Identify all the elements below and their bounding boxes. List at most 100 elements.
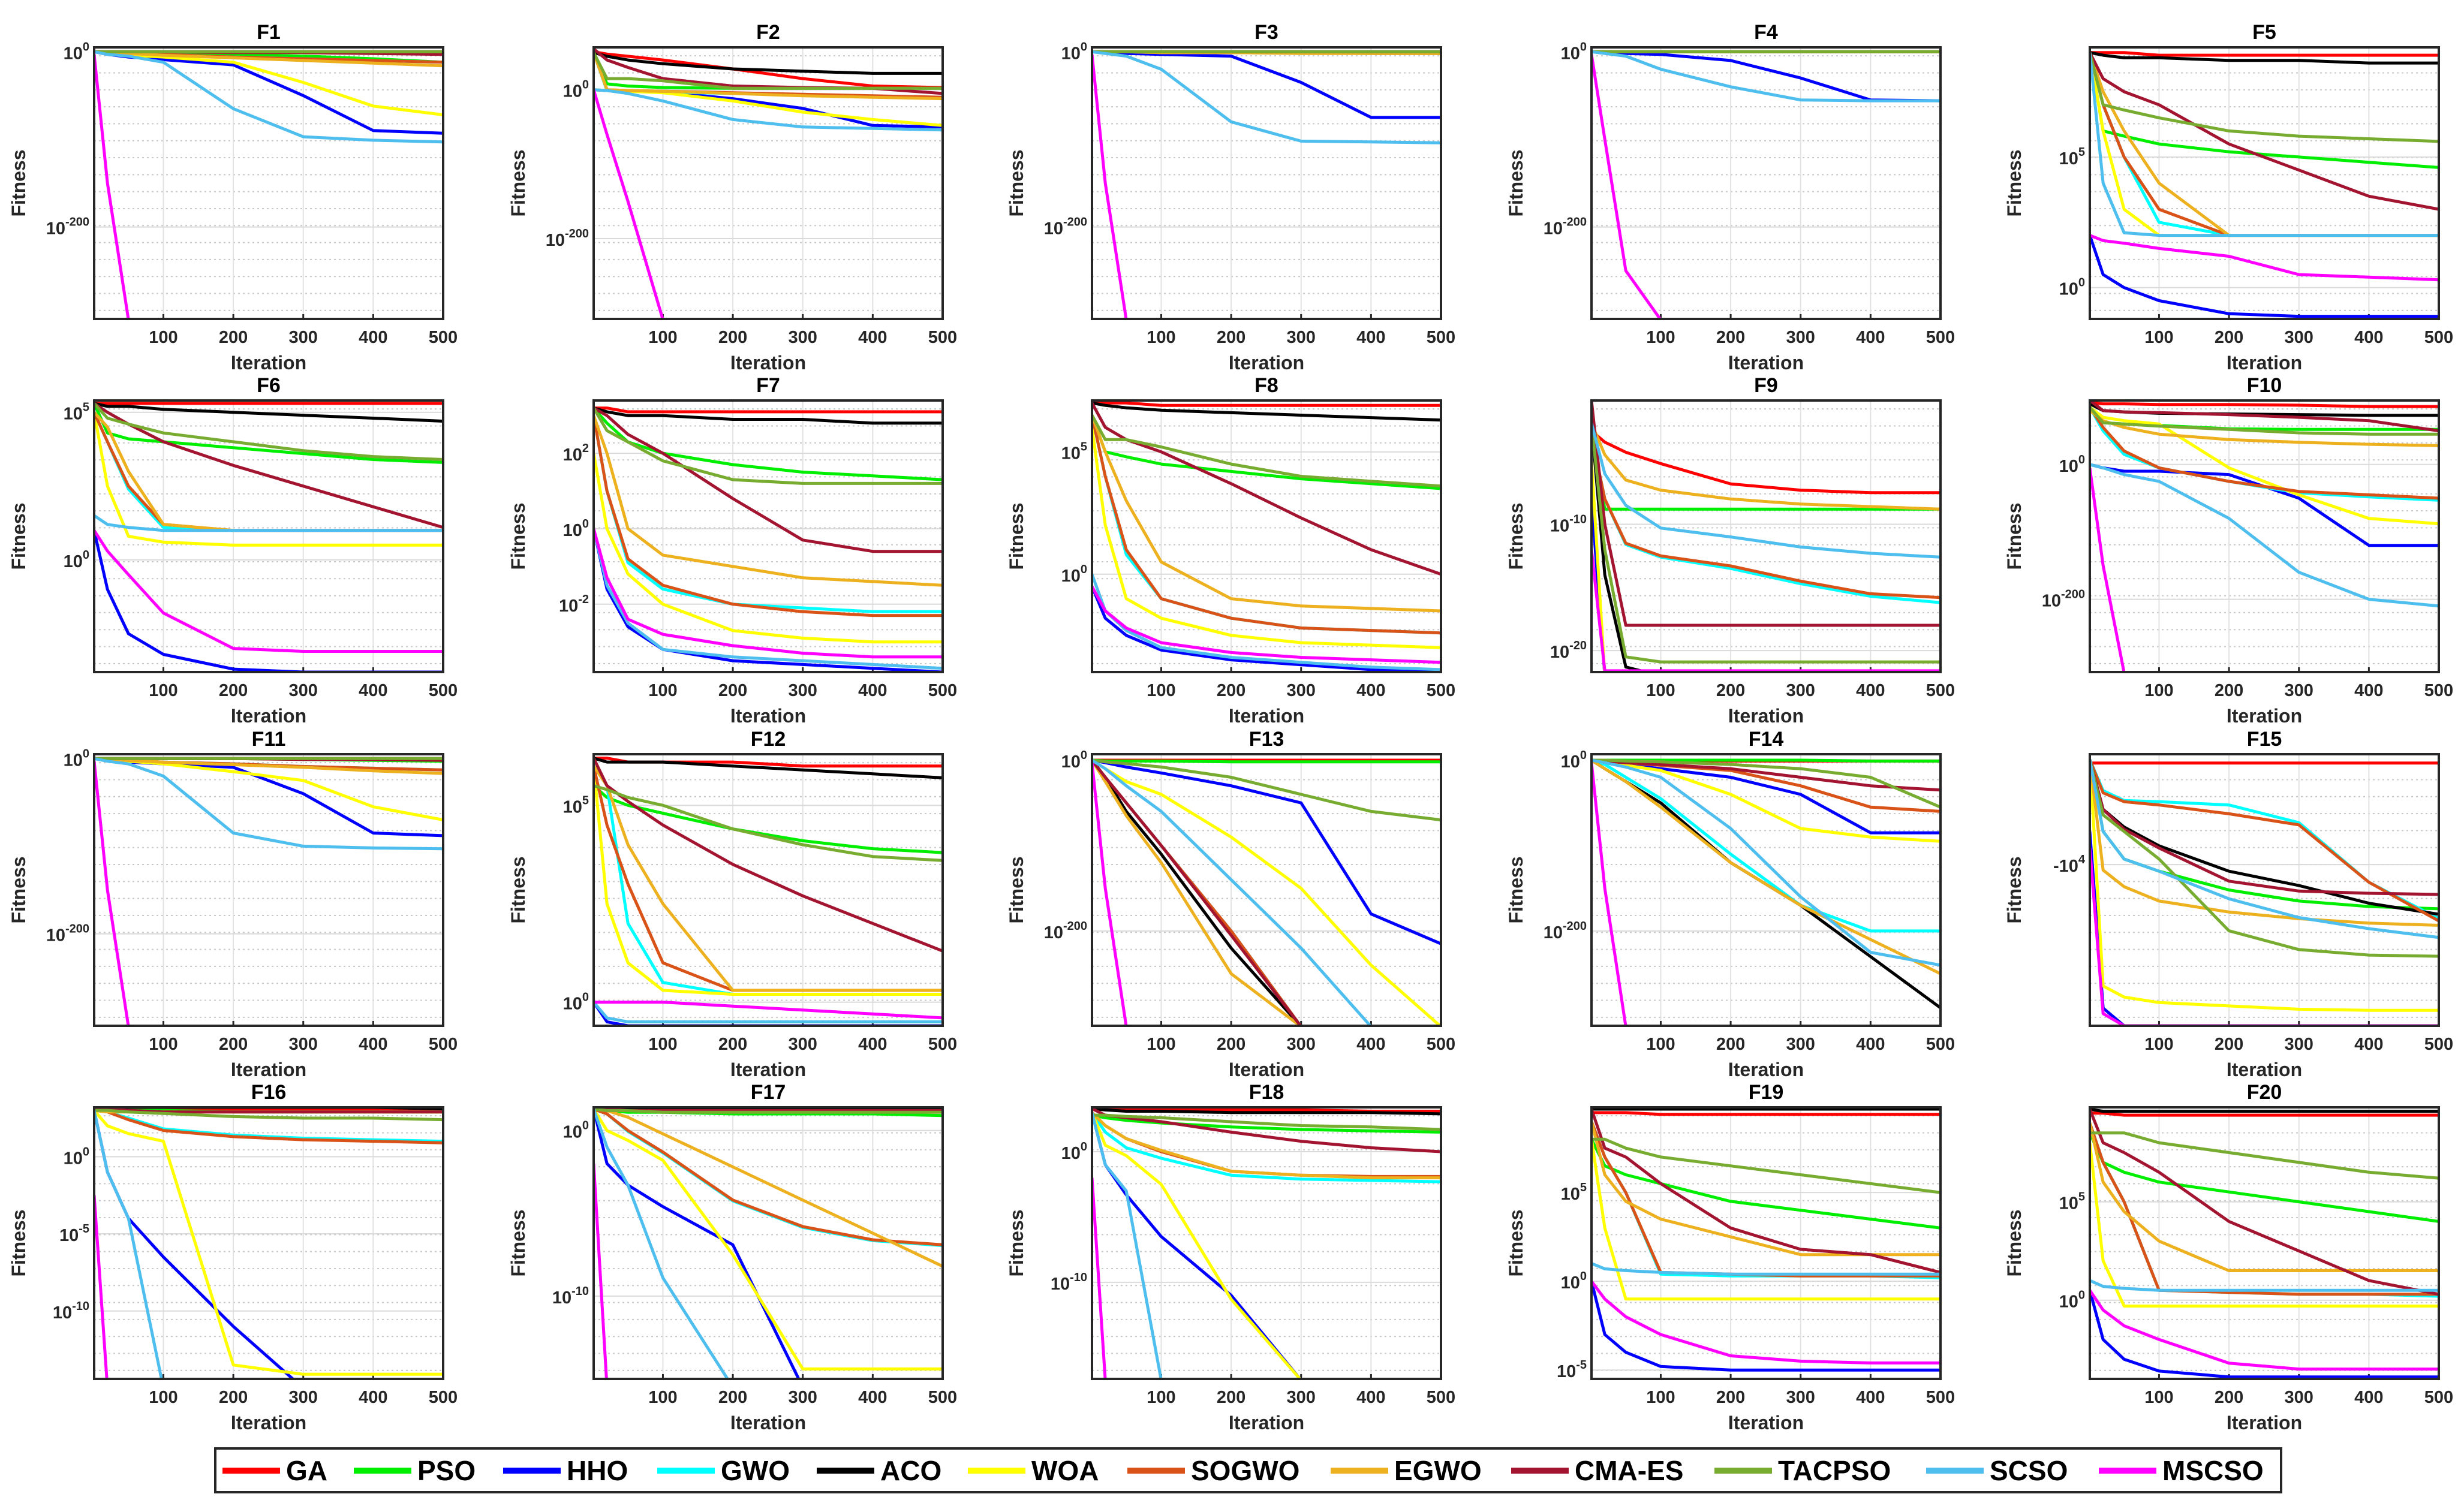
x-tick-label: 300 — [289, 328, 318, 347]
x-tick-label: 300 — [1287, 328, 1316, 347]
legend-item-gwo: GWO — [657, 1455, 790, 1486]
series-line-woa — [2090, 1142, 2439, 1308]
y-tick-exponent: 5 — [2078, 1191, 2085, 1204]
series-line-tacpso — [1092, 758, 1441, 822]
y-axis-label: Fitness — [1006, 149, 1027, 216]
x-tick-label: 300 — [1786, 328, 1815, 347]
x-tick-label: 100 — [648, 1388, 677, 1407]
axes-box — [1091, 46, 1442, 320]
y-tick-exponent: -10 — [571, 1285, 589, 1298]
series-line-tacpso — [1591, 1137, 1940, 1194]
series-line-tacpso — [1591, 758, 1940, 809]
series-lines — [1092, 50, 1441, 319]
series-line-cma-es — [1092, 759, 1441, 1026]
axes-box — [1590, 399, 1942, 673]
series-lines — [1591, 758, 1940, 1026]
x-tick-label: 500 — [429, 681, 458, 700]
x-tick-label: 200 — [2215, 328, 2243, 347]
x-tick-label: 500 — [1427, 328, 1455, 347]
x-tick-label: 200 — [1716, 1388, 1745, 1407]
x-axis-label: Iteration — [730, 1412, 806, 1433]
plot-area — [94, 47, 443, 319]
x-axis-label: Iteration — [2227, 352, 2302, 374]
plot-area — [2090, 1107, 2439, 1379]
y-axis-label: Fitness — [1006, 502, 1027, 570]
subplot-title: F16 — [251, 1081, 287, 1104]
x-tick-label: 400 — [1856, 328, 1885, 347]
series-line-tacpso — [1092, 1113, 1441, 1131]
y-axis-label: Fitness — [507, 856, 529, 923]
series-line-sogwo — [1092, 414, 1441, 635]
subplot-f7: 100 200 300 400 50010210010-2F7IterationFitn… — [507, 374, 957, 727]
x-tick-label: 300 — [289, 1035, 318, 1054]
y-tick-base: 10 — [1557, 1362, 1576, 1381]
series-line-gwo — [1591, 758, 1940, 933]
y-axis-label: Fitness — [1505, 856, 1527, 923]
y-tick-base: 10 — [59, 1226, 79, 1245]
x-tick-label: 100 — [149, 1035, 177, 1054]
series-line-scso — [94, 514, 443, 532]
axes-box — [592, 1106, 944, 1380]
y-tick-base: 10 — [2042, 592, 2061, 611]
x-tick-label: 300 — [1287, 1035, 1316, 1054]
x-tick-label: 500 — [2424, 1388, 2453, 1407]
x-axis-label: Iteration — [730, 1059, 806, 1080]
series-line-pso — [2090, 1132, 2439, 1223]
y-tick-exponent: 5 — [1081, 441, 1087, 454]
y-tick-exponent: 0 — [582, 79, 589, 92]
x-axis-label: Iteration — [1728, 1059, 1804, 1080]
series-line-pso — [594, 406, 943, 481]
series-line-tacpso — [2090, 759, 2439, 958]
y-tick-base: 10 — [563, 82, 582, 101]
y-tick-exponent: -200 — [1563, 920, 1587, 933]
series-line-cma-es — [594, 757, 943, 953]
series-line-sogwo — [2090, 406, 2439, 500]
y-axis-label: Fitness — [8, 1209, 29, 1276]
y-tick-base: 10 — [563, 797, 582, 817]
y-axis-label: Fitness — [8, 502, 29, 570]
y-tick-label: 10-5 — [59, 1222, 89, 1245]
x-tick-label: 300 — [1786, 1388, 1815, 1407]
x-tick-label: 100 — [149, 1388, 177, 1407]
x-tick-label: 300 — [2285, 681, 2313, 700]
series-line-aco — [1591, 423, 1652, 672]
y-tick-label: 100 — [1061, 1140, 1087, 1163]
y-tick-base: 10 — [2059, 457, 2078, 476]
y-tick-exponent: 0 — [83, 40, 89, 53]
y-tick-exponent: -200 — [2061, 588, 2085, 601]
y-axis-label: Fitness — [2003, 502, 2025, 570]
y-tick-label: 100 — [563, 991, 589, 1014]
axes-box — [1091, 399, 1442, 673]
y-tick-exponent: 2 — [582, 442, 589, 455]
series-line-mscso — [2090, 1289, 2439, 1371]
x-tick-label: 100 — [1646, 1035, 1675, 1054]
axes-box — [2089, 753, 2440, 1027]
series-line-scso — [1591, 423, 1940, 559]
subplot-title: F20 — [2247, 1081, 2282, 1104]
series-line-scso — [1591, 1262, 1940, 1276]
y-tick-exponent: -200 — [1063, 216, 1087, 229]
subplot-title: F14 — [1749, 728, 1784, 751]
plot-area — [594, 400, 943, 672]
y-axis-label: Fitness — [2003, 149, 2025, 216]
series-line-scso — [1092, 1112, 1441, 1379]
y-tick-base: -10 — [2053, 857, 2078, 876]
legend-item-tacpso: TACPSO — [1714, 1455, 1891, 1486]
y-tick-base: 10 — [563, 995, 582, 1014]
y-tick-exponent: 5 — [2078, 146, 2085, 159]
legend-label: WOA — [1031, 1455, 1099, 1486]
y-tick-exponent: -10 — [72, 1300, 89, 1313]
x-tick-label: 400 — [359, 1388, 387, 1407]
x-tick-label: 200 — [1716, 681, 1745, 700]
x-tick-label: 200 — [219, 681, 248, 700]
x-tick-label: 400 — [1856, 1388, 1885, 1407]
series-line-mscso — [1591, 762, 1940, 1026]
y-tick-exponent: 0 — [1081, 40, 1087, 53]
y-tick-base: 10 — [1061, 1144, 1081, 1163]
y-tick-exponent: 0 — [1580, 40, 1587, 53]
series-line-ga — [2090, 400, 2439, 408]
series-line-aco — [594, 757, 943, 779]
